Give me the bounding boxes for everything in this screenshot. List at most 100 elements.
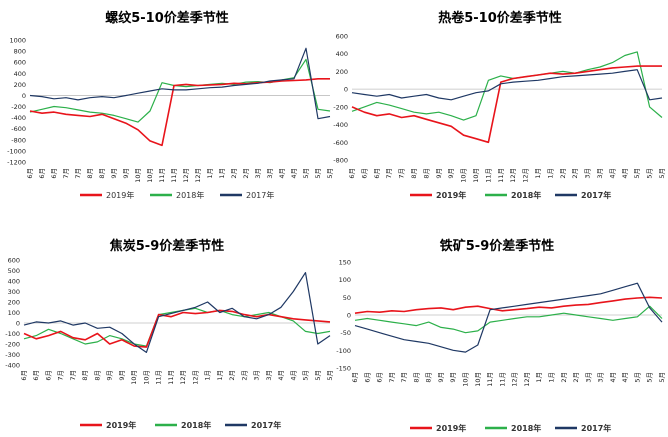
y-tick-label: 200 [336,68,348,76]
y-tick-label: 500 [8,267,20,275]
x-tick-label: 6月 [32,370,40,381]
x-tick-label: 9月 [106,370,114,381]
x-tick-label: 5月 [326,168,334,179]
x-tick-label: 5月 [646,168,654,179]
x-tick-label: 3月 [265,370,273,381]
y-tick-label: -200 [11,103,26,111]
x-tick-label: 11月 [170,168,178,183]
x-tick-label: 5月 [326,370,334,381]
y-tick-label: -150 [336,365,351,373]
y-tick-label: -300 [5,351,20,359]
y-tick-label: -1200 [7,159,26,167]
x-tick-label: 9月 [118,370,126,381]
x-tick-label: 10月 [142,370,150,385]
y-tick-label: 300 [8,288,20,296]
x-tick-label: 8月 [86,168,94,179]
y-tick-label: 600 [8,257,20,265]
x-tick-label: 11月 [167,370,175,385]
x-tick-label: 4月 [621,168,629,179]
x-tick-label: 5月 [658,372,666,383]
x-tick-label: 10月 [460,168,468,183]
legend-label-s2017: 2017年 [246,190,274,200]
x-tick-label: 12月 [523,372,531,387]
x-tick-label: 8月 [98,168,106,179]
x-tick-label: 9月 [110,168,118,179]
x-tick-label: 10月 [462,372,470,387]
x-tick-label: 1月 [204,370,212,381]
x-tick-label: 4月 [290,168,298,179]
x-tick-label: 11月 [158,168,166,183]
y-tick-label: -100 [5,330,20,338]
x-tick-label: 5月 [314,168,322,179]
x-tick-label: 8月 [412,372,420,383]
chart-panel-1: 螺纹5-10价差季节性 1000 800 600 400 200 0 -200 -400 -600… [7,10,334,200]
x-tick-label: 2月 [572,372,580,383]
x-tick-label: 12月 [511,372,519,387]
x-tick-label: 12月 [522,168,530,183]
x-tick-label: 5月 [314,370,322,381]
series-line-s2019 [23,309,331,348]
x-tick-label: 5月 [302,168,310,179]
x-tick-label: 4月 [278,168,286,179]
y-tick-label: 400 [8,278,20,286]
x-tick-label: 4月 [621,372,629,383]
chart-title: 焦炭5-9价差季节性 [109,238,225,254]
y-tick-label: -600 [333,139,348,147]
x-tick-label: 6月 [50,168,58,179]
y-tick-label: 150 [339,259,351,267]
x-tick-label: 4月 [608,168,616,179]
x-tick-label: 10月 [472,168,480,183]
x-tick-label: 12月 [509,168,517,183]
x-tick-label: 10月 [134,168,142,183]
y-tick-label: -100 [336,347,351,355]
legend-label-s2019: 2019年 [106,190,134,200]
x-tick-label: 5月 [646,372,654,383]
series-line-s2019 [351,65,662,144]
x-tick-label: 6月 [26,168,34,179]
x-tick-label: 12月 [182,168,190,183]
x-tick-label: 1月 [216,370,224,381]
x-tick-label: 11月 [484,168,492,183]
x-tick-label: 8月 [425,372,433,383]
x-tick-label: 12月 [191,370,199,385]
x-tick-label: 5月 [633,168,641,179]
y-tick-label: -400 [5,362,20,370]
y-tick-label: 200 [8,299,20,307]
legend-label-s2019: 2019年 [436,190,466,200]
x-tick-label: 2月 [560,372,568,383]
x-tick-label: 6月 [38,168,46,179]
x-tick-label: 11月 [155,370,163,385]
x-tick-label: 2月 [230,168,238,179]
x-tick-label: 3月 [597,372,605,383]
x-tick-label: 1月 [547,372,555,383]
x-tick-label: 7月 [398,168,406,179]
x-tick-label: 1月 [546,168,554,179]
x-tick-label: 4月 [609,372,617,383]
x-tick-label: 6月 [348,168,356,179]
x-tick-label: 5月 [633,372,641,383]
legend-label-s2017: 2017年 [581,190,611,200]
y-tick-label: 100 [8,309,20,317]
x-tick-label: 7月 [74,168,82,179]
x-tick-label: 6月 [373,168,381,179]
series-line-s2017 [29,47,331,120]
y-tick-label: 1000 [9,37,26,45]
y-tick-label: -800 [333,157,348,165]
x-tick-label: 7月 [388,372,396,383]
legend-label-s2017: 2017年 [251,420,281,430]
x-tick-label: 3月 [584,168,592,179]
x-tick-label: 9月 [447,168,455,179]
x-tick-label: 9月 [122,168,130,179]
x-tick-label: 11月 [498,372,506,387]
chart-panel-3: 焦炭5-9价差季节性 600 500 400 300 200 100 0 -100 -200 -30… [5,238,334,430]
y-tick-label: 50 [343,294,351,302]
x-tick-label: 3月 [584,372,592,383]
y-tick-label: -800 [11,136,26,144]
y-tick-label: 400 [14,70,26,78]
legend-label-s2017: 2017年 [581,423,611,433]
x-tick-label: 3月 [254,168,262,179]
x-tick-label: 6月 [351,372,359,383]
